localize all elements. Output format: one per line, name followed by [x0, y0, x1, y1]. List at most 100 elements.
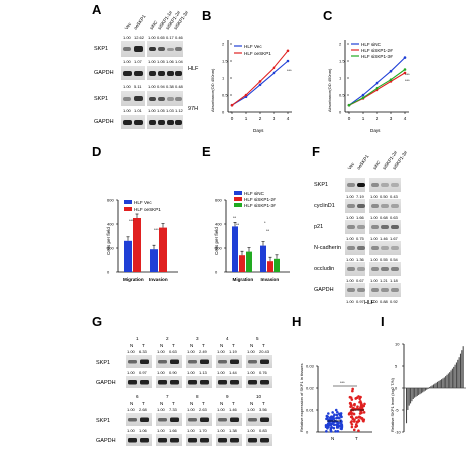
c-ylabel: Absorbance(OD 450nm) [327, 68, 332, 112]
g-n-label: N [220, 401, 223, 406]
a-r4-v6: 1.12 [175, 108, 184, 113]
f-lane-sinc: siNC [372, 159, 382, 171]
c-xtick-label: 0 [348, 116, 351, 121]
b-sig: *** [287, 68, 292, 73]
c-point [361, 93, 365, 97]
b-ytick-label: 1 [222, 76, 225, 81]
f-band [347, 204, 355, 208]
g-gapdh-value: 1.00 [247, 370, 256, 375]
f-band [391, 288, 399, 292]
h-point [355, 424, 359, 428]
a-r2-v3: 1.00 [148, 59, 157, 64]
i-bar [438, 380, 440, 388]
f-band [381, 288, 389, 292]
b-xtick-label: 3 [273, 116, 276, 121]
h-point [359, 416, 362, 419]
panel-f-blots: Vec oeSKP1 siNC siSKP1-2# siSKP1-3# SKP1… [314, 150, 409, 306]
i-bar [414, 388, 416, 398]
panel-label-i: I [381, 314, 385, 329]
g-n-label: N [130, 343, 133, 348]
d-bar [159, 227, 167, 272]
f-band [347, 225, 355, 229]
f-value: 1.46 [380, 236, 389, 241]
g-blot-gapdh [186, 434, 212, 446]
c-xtick-label: 3 [390, 116, 393, 121]
h-point [336, 416, 339, 419]
h-point [350, 425, 354, 429]
h-point [351, 389, 354, 393]
h-ylabel: Relative expression of SKP1 in tissues [299, 364, 304, 432]
a-r3-v1: 1.00 [123, 84, 132, 89]
f-band [381, 267, 389, 271]
i-bar [435, 382, 437, 388]
f-lane-vec: Vec [347, 161, 356, 171]
g-skp1-value: 1.19 [229, 349, 238, 354]
g-skp1-value: 2.63 [199, 407, 208, 412]
i-bar [423, 388, 425, 392]
a-r2-v4: 1.05 [157, 59, 166, 64]
g-row-label-skp1: SKP1 [96, 418, 110, 424]
g-t-label: T [202, 401, 205, 406]
f-value: 1.00 [346, 215, 355, 220]
g-pair-number: 7 [166, 394, 169, 399]
c-point [361, 96, 365, 100]
e-ytick-label: 600 [215, 198, 222, 203]
h-point [347, 412, 351, 416]
h-point [332, 423, 336, 427]
a-r1-v5: 0.17 [166, 35, 175, 40]
i-bar [427, 388, 429, 389]
a-r3-v4: 0.94 [157, 84, 166, 89]
f-value: 0.50 [380, 194, 389, 199]
g-gapdh-value: 1.38 [229, 428, 238, 433]
f-band [381, 204, 389, 208]
panel-e-chart: Cells per field 0 200 400 600 Migration Inva… [214, 191, 290, 282]
g-pair-number: 4 [226, 336, 229, 341]
i-bar [447, 373, 449, 388]
h-point [334, 430, 337, 433]
g-t-label: T [262, 343, 265, 348]
b-point [286, 49, 290, 53]
f-value: 1.00 [346, 278, 355, 283]
h-point [329, 423, 333, 427]
d-category-label: Invasion [149, 277, 168, 282]
c-point [389, 78, 393, 81]
a-r4-v5: 1.03 [166, 108, 175, 113]
f-value: 0.88 [380, 299, 389, 304]
a-r3-v3: 1.00 [148, 84, 157, 89]
g-pair-number: 9 [226, 394, 229, 399]
e-bar [246, 251, 252, 272]
b-ytick-label: 0 [222, 110, 225, 115]
b-point [258, 83, 262, 87]
g-skp1-value: 1.00 [187, 349, 196, 354]
g-n-label: N [160, 343, 163, 348]
g-n-label: N [190, 343, 193, 348]
g-skp1-value: 20.43 [259, 349, 270, 354]
e-legend-sinc: HLF siNC [244, 191, 265, 196]
h-point [334, 408, 338, 412]
c-sig2: *** [405, 78, 410, 83]
g-blot-gapdh [156, 376, 182, 388]
panel-label-g: G [92, 314, 102, 329]
g-skp1-value: 2.68 [139, 407, 148, 412]
a-r2-v6: 1.04 [175, 59, 184, 64]
i-ytick-label: 5 [395, 364, 398, 369]
e-sig-1: ** [233, 215, 237, 220]
g-pair-number: 5 [256, 336, 259, 341]
g-skp1-value: 1.46 [229, 407, 238, 412]
f-value: 1.00 [370, 257, 379, 262]
g-blot-gapdh [186, 376, 212, 388]
b-xtick-label: 1 [245, 116, 248, 121]
h-point [332, 426, 336, 430]
h-point [353, 418, 356, 422]
h-point [331, 411, 334, 414]
a-r2-v5: 1.06 [166, 59, 175, 64]
h-point [362, 419, 365, 423]
f-band [357, 288, 365, 292]
i-bar [416, 388, 418, 396]
a-r1-v4: 0.65 [157, 35, 166, 40]
b-point [272, 66, 276, 70]
f-row-label: SKP1 [314, 182, 328, 188]
g-gapdh-value: 1.06 [139, 428, 148, 433]
f-band [391, 225, 399, 229]
g-skp1-value: 1.00 [157, 349, 166, 354]
